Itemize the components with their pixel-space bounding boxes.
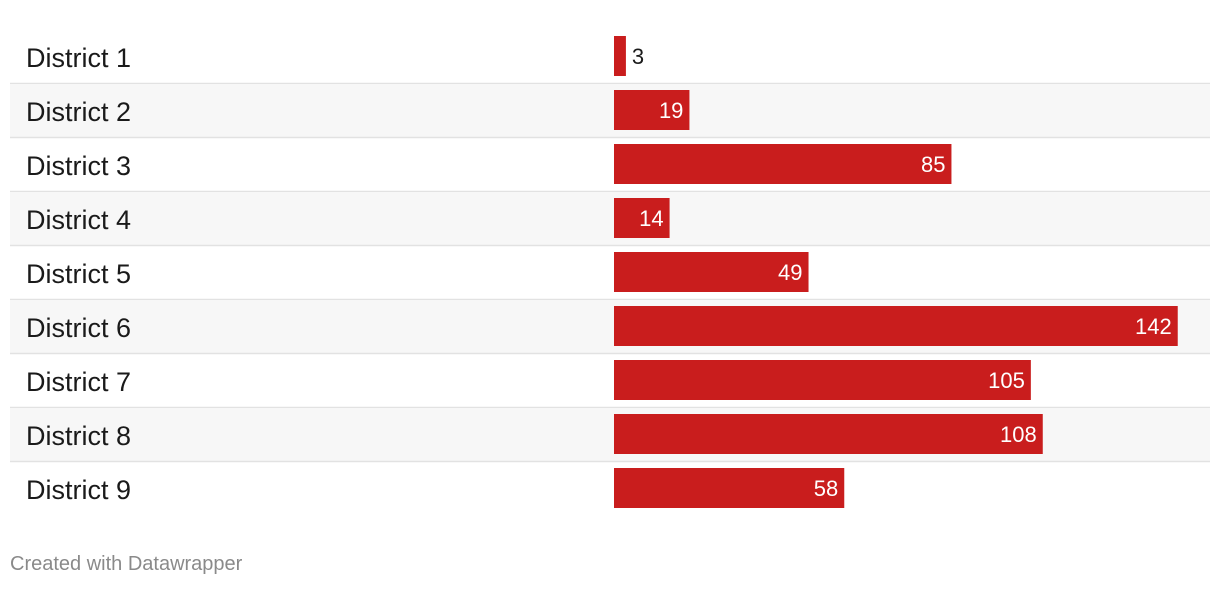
value-label: 58 — [814, 476, 838, 501]
chart-row: District 3 85 — [10, 144, 1210, 193]
value-label: 108 — [1000, 422, 1037, 447]
value-label: 49 — [778, 260, 802, 285]
chart-row: District 2 19 — [10, 84, 1210, 139]
bar — [614, 144, 952, 184]
bar — [614, 36, 626, 76]
bar — [614, 414, 1043, 454]
chart-row: District 4 14 — [10, 192, 1210, 247]
bar — [614, 306, 1178, 346]
chart-row: District 1 3 — [10, 36, 1210, 85]
category-label: District 9 — [26, 475, 131, 505]
value-label: 105 — [988, 368, 1025, 393]
bar — [614, 198, 670, 238]
bar — [614, 90, 690, 130]
value-label: 19 — [659, 98, 683, 123]
bar — [614, 360, 1031, 400]
row-stripe — [10, 192, 1210, 246]
chart-row: District 9 58 — [26, 468, 845, 508]
value-label: 142 — [1135, 314, 1172, 339]
value-label: 85 — [921, 152, 945, 177]
chart-row: District 8 108 — [10, 408, 1210, 463]
category-label: District 7 — [26, 367, 131, 397]
category-label: District 5 — [26, 259, 131, 289]
datawrapper-credit: Created with Datawrapper — [10, 553, 243, 575]
bar — [614, 468, 845, 508]
chart-row: District 7 105 — [10, 360, 1210, 409]
chart-row: District 5 49 — [10, 252, 1210, 301]
row-stripe — [10, 84, 1210, 138]
category-label: District 2 — [26, 97, 131, 127]
value-label: 3 — [632, 44, 644, 69]
bar — [614, 252, 809, 292]
category-label: District 4 — [26, 205, 131, 235]
chart-row: District 6 142 — [10, 300, 1210, 355]
category-label: District 6 — [26, 313, 131, 343]
value-label: 14 — [639, 206, 663, 231]
category-label: District 1 — [26, 43, 131, 73]
category-label: District 8 — [26, 421, 131, 451]
category-label: District 3 — [26, 151, 131, 181]
